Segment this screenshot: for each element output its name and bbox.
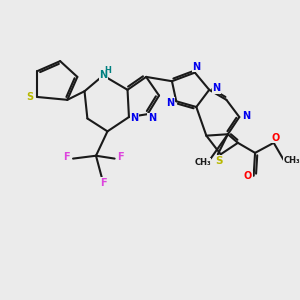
Text: N: N [148, 113, 156, 124]
Text: O: O [271, 133, 279, 143]
Text: N: N [99, 70, 107, 80]
Text: O: O [244, 171, 252, 182]
Text: N: N [212, 83, 220, 93]
Text: N: N [130, 113, 139, 124]
Text: S: S [26, 92, 34, 102]
Text: H: H [104, 66, 111, 75]
Text: N: N [192, 62, 200, 72]
Text: N: N [167, 98, 175, 108]
Text: N: N [242, 111, 250, 121]
Text: F: F [63, 152, 70, 162]
Text: F: F [118, 152, 124, 162]
Text: CH₃: CH₃ [194, 158, 211, 167]
Text: F: F [100, 178, 106, 188]
Text: S: S [215, 156, 223, 166]
Text: CH₃: CH₃ [284, 155, 300, 164]
